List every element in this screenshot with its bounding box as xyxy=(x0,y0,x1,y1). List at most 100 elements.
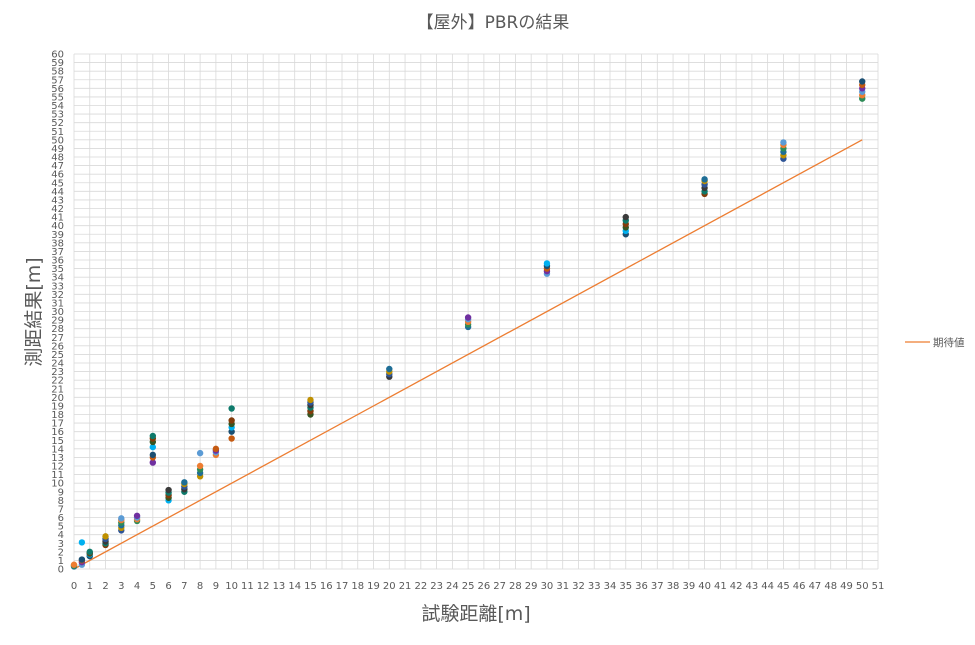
y-tick-label: 12 xyxy=(51,462,64,473)
y-tick-label: 48 xyxy=(51,153,64,164)
y-tick-label: 35 xyxy=(51,264,64,275)
expected-value-line xyxy=(73,139,863,570)
x-tick-label: 18 xyxy=(351,581,364,592)
x-tick-label: 35 xyxy=(619,581,632,592)
measurement-point xyxy=(859,78,866,85)
y-tick-label: 11 xyxy=(51,470,64,481)
x-tick-label: 45 xyxy=(777,581,790,592)
y-tick-label: 51 xyxy=(51,127,64,138)
y-tick-label: 33 xyxy=(51,281,64,292)
y-tick-label: 29 xyxy=(51,316,64,327)
x-tick-label: 44 xyxy=(761,581,774,592)
y-tick-label: 52 xyxy=(51,118,64,129)
y-tick-label: 37 xyxy=(51,247,64,258)
y-tick-label: 36 xyxy=(51,256,64,267)
y-tick-labels: 0123456789101112131415161718192021222324… xyxy=(51,50,64,576)
y-tick-label: 60 xyxy=(51,50,64,61)
measurement-point xyxy=(86,548,93,556)
y-tick-label: 22 xyxy=(51,376,64,387)
x-tick-label: 34 xyxy=(604,581,617,592)
y-tick-label: 46 xyxy=(51,170,64,181)
y-tick-label: 40 xyxy=(51,221,64,232)
x-tick-label: 36 xyxy=(635,581,648,592)
x-tick-label: 39 xyxy=(682,581,695,592)
x-tick-label: 48 xyxy=(824,581,837,592)
x-tick-labels: 0 1 2 3 4 5 6 7 8 9 10 11 12 13 14 15 16 17 18 19 20 21 22 23 24… xyxy=(71,581,885,592)
y-tick-label: 59 xyxy=(51,58,64,69)
x-tick-label: 9 xyxy=(213,581,219,592)
x-tick-label: 32 xyxy=(572,581,585,592)
x-tick-label: 17 xyxy=(336,581,349,592)
x-tick-label: 8 xyxy=(197,581,203,592)
x-axis-title: 試験距離[m] xyxy=(421,603,530,625)
y-tick-label: 56 xyxy=(51,84,64,95)
y-tick-label: 28 xyxy=(51,324,64,335)
y-tick-label: 14 xyxy=(51,444,64,455)
y-tick-label: 6 xyxy=(58,513,64,524)
x-tick-label: 1 xyxy=(87,581,93,592)
y-tick-label: 20 xyxy=(51,393,64,404)
x-tick-label: 10 xyxy=(225,581,238,592)
measurement-point xyxy=(622,213,629,221)
legend-label-expected: 期待値 xyxy=(933,336,965,349)
y-tick-label: 31 xyxy=(51,298,64,309)
y-tick-label: 0 xyxy=(58,565,64,576)
y-tick-label: 54 xyxy=(51,101,64,112)
y-tick-label: 7 xyxy=(58,504,64,515)
x-tick-label: 3 xyxy=(118,581,124,592)
x-tick-label: 4 xyxy=(134,581,140,592)
y-tick-label: 57 xyxy=(51,75,64,86)
y-tick-label: 43 xyxy=(51,195,64,206)
x-tick-label: 49 xyxy=(840,581,853,592)
y-tick-label: 17 xyxy=(51,419,64,430)
x-tick-label: 25 xyxy=(462,581,475,592)
x-tick-label: 24 xyxy=(446,581,459,592)
y-tick-label: 50 xyxy=(51,135,64,146)
y-tick-label: 55 xyxy=(51,92,64,103)
y-tick-label: 27 xyxy=(51,333,64,344)
x-tick-label: 46 xyxy=(793,581,806,592)
y-tick-label: 19 xyxy=(51,401,64,412)
x-tick-label: 20 xyxy=(383,581,396,592)
x-tick-label: 47 xyxy=(809,581,822,592)
measurement-point xyxy=(212,445,220,453)
x-tick-label: 40 xyxy=(698,581,711,592)
y-tick-label: 49 xyxy=(51,144,64,155)
measurement-point xyxy=(196,449,204,457)
x-tick-label: 6 xyxy=(165,581,171,592)
y-tick-label: 1 xyxy=(58,556,64,567)
measurement-point xyxy=(149,432,157,440)
x-tick-label: 51 xyxy=(872,581,885,592)
measurement-point xyxy=(78,539,86,546)
measurement-point xyxy=(701,176,708,183)
y-tick-label: 3 xyxy=(58,539,64,550)
y-tick-label: 15 xyxy=(51,436,64,447)
x-tick-label: 7 xyxy=(181,581,187,592)
measurement-point xyxy=(149,459,157,466)
y-tick-label: 13 xyxy=(51,453,64,464)
y-tick-label: 9 xyxy=(58,487,64,498)
measurement-point xyxy=(102,533,109,540)
measurement-point xyxy=(464,314,472,321)
plot-area xyxy=(70,78,866,570)
y-tick-label: 23 xyxy=(51,367,64,378)
measurement-point xyxy=(181,479,188,486)
y-tick-label: 25 xyxy=(51,350,64,361)
measurement-point xyxy=(78,556,86,563)
x-tick-label: 26 xyxy=(478,581,491,592)
x-tick-label: 14 xyxy=(288,581,301,592)
x-tick-label: 31 xyxy=(556,581,569,592)
y-tick-label: 5 xyxy=(58,522,64,533)
y-tick-label: 53 xyxy=(51,110,64,121)
y-tick-label: 26 xyxy=(51,341,64,352)
y-axis-title: 測距結果[m] xyxy=(23,257,45,366)
measurement-point xyxy=(149,443,157,451)
measurement-point xyxy=(780,139,787,146)
y-tick-label: 45 xyxy=(51,178,64,189)
measurement-point xyxy=(228,405,235,412)
x-tick-label: 19 xyxy=(367,581,380,592)
x-tick-label: 5 xyxy=(150,581,156,592)
x-tick-label: 33 xyxy=(588,581,601,592)
x-tick-label: 16 xyxy=(320,581,333,592)
